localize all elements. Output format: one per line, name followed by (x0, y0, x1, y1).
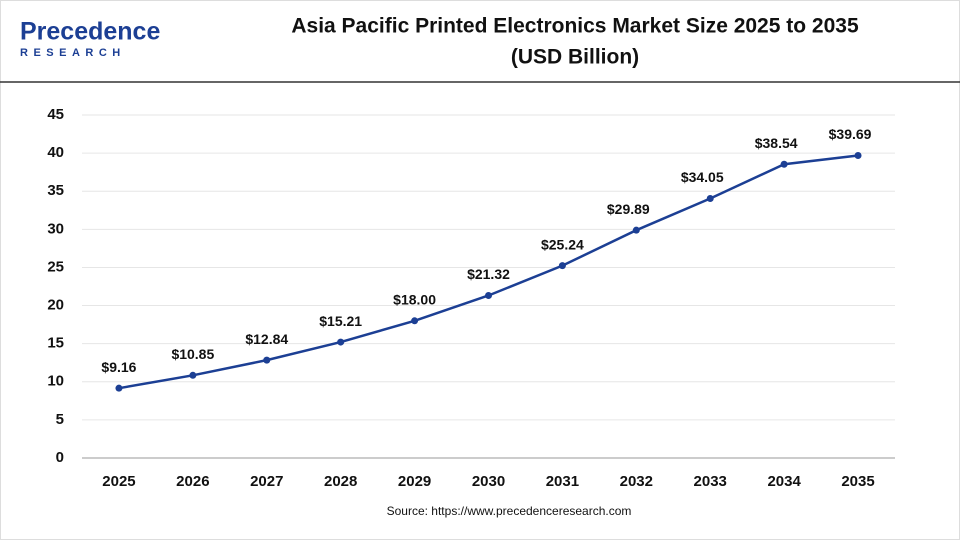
point (115, 384, 123, 392)
value-label: $21.32 (467, 266, 510, 282)
y-tick-label: 0 (56, 449, 64, 466)
y-tick-label: 25 (47, 258, 64, 275)
point (632, 226, 640, 234)
y-tick-label: 5 (56, 411, 64, 428)
point (558, 262, 566, 270)
y-tick-label: 20 (47, 297, 64, 314)
value-label: $38.54 (755, 135, 798, 151)
x-tick-label: 2033 (694, 473, 727, 490)
value-label: $12.84 (245, 331, 288, 347)
point (706, 194, 714, 202)
value-label: $29.89 (607, 201, 650, 217)
y-tick-label: 30 (47, 220, 64, 237)
value-label: $25.24 (541, 236, 584, 252)
point (263, 356, 271, 364)
x-tick-label: 2025 (102, 473, 135, 490)
x-tick-label: 2027 (250, 473, 283, 490)
x-tick-label: 2030 (472, 473, 505, 490)
value-label: $39.69 (829, 126, 872, 142)
brand-name: Precedence (20, 18, 160, 46)
y-tick-label: 15 (47, 335, 64, 352)
point (780, 160, 788, 168)
x-tick-label: 2028 (324, 473, 357, 490)
source: Source: https://www.precedenceresearch.c… (387, 504, 632, 518)
x-tick-label: 2026 (176, 473, 209, 490)
point (485, 291, 492, 299)
point (854, 151, 862, 159)
x-tick-label: 2029 (398, 473, 431, 490)
y-tick-label: 40 (47, 144, 64, 161)
x-tick-label: 2032 (620, 473, 653, 490)
x-tick-label: 2031 (546, 473, 579, 490)
value-label: $10.85 (171, 346, 214, 362)
chart-subtitle: (USD Billion) (511, 46, 639, 69)
value-label: $9.16 (101, 359, 136, 375)
point (189, 371, 197, 379)
y-tick-label: 10 (47, 373, 64, 390)
point (337, 338, 345, 346)
chart-title: Asia Pacific Printed Electronics Market … (291, 15, 859, 38)
point (411, 317, 419, 325)
brand-tagline: RESEARCH (20, 47, 126, 59)
y-tick-label: 35 (47, 182, 64, 199)
x-tick-label: 2034 (767, 473, 801, 490)
y-tick-label: 45 (47, 106, 64, 123)
value-label: $15.21 (319, 313, 362, 329)
value-label: $34.05 (681, 169, 724, 185)
x-tick-label: 2035 (841, 473, 874, 490)
value-label: $18.00 (393, 292, 436, 308)
